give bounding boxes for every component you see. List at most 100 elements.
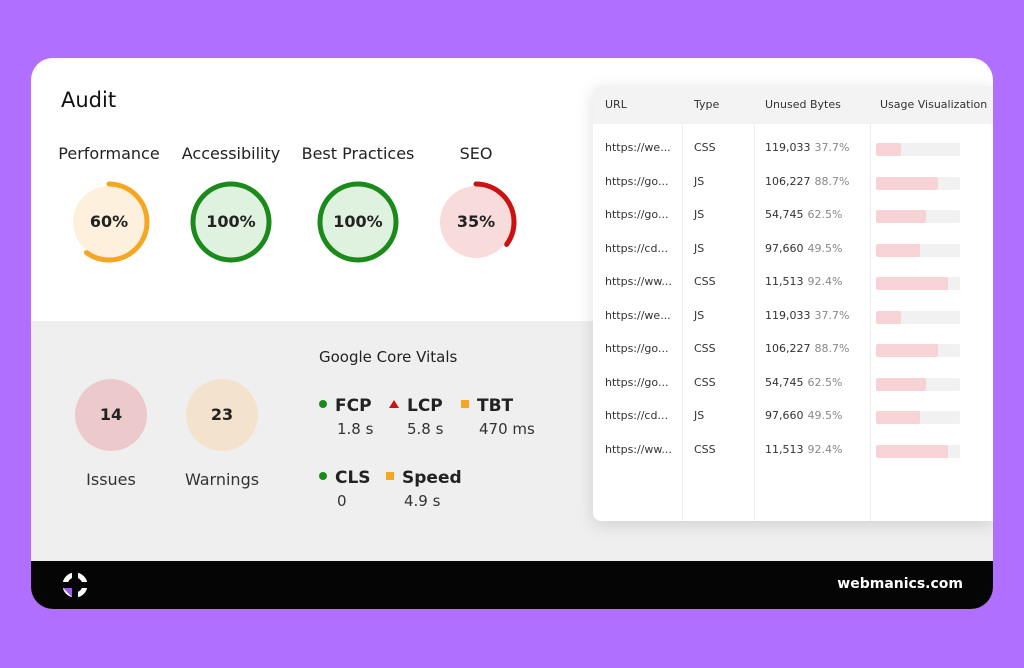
cell-type: JS (694, 409, 705, 422)
usage-bar-fill (876, 244, 920, 257)
cell-bytes: 119,033 37.7% (765, 141, 849, 154)
usage-bar-fill (876, 378, 927, 391)
table-row[interactable]: https://go... JS 54,745 62.5% (593, 198, 993, 231)
cell-bytes: 97,660 49.5% (765, 242, 842, 255)
average-square-icon (386, 472, 394, 480)
cell-type: JS (694, 309, 705, 322)
cell-url[interactable]: https://ww... (605, 443, 672, 456)
cell-url[interactable]: https://go... (605, 342, 669, 355)
vital-lcp: LCP 5.8 s (389, 396, 443, 438)
table-row[interactable]: https://ww... CSS 11,513 92.4% (593, 265, 993, 298)
unused-bytes-table: URL Type Unused Bytes Usage Visualizatio… (593, 86, 993, 521)
gauge-value: 60% (89, 212, 129, 231)
cell-url[interactable]: https://go... (605, 376, 669, 389)
table-row[interactable]: https://cd... JS 97,660 49.5% (593, 232, 993, 265)
usage-bar-fill (876, 210, 927, 223)
page-title: Audit (61, 88, 117, 112)
cell-bytes-value: 54,745 (765, 208, 804, 221)
gauge-ring-graphic (68, 181, 150, 263)
cell-url[interactable]: https://ww... (605, 275, 672, 288)
cell-bytes-percent: 62.5% (807, 208, 843, 221)
warnings-label: Warnings (184, 470, 260, 489)
cell-bytes-percent: 49.5% (807, 409, 843, 422)
gauge-value: 100% (206, 212, 256, 231)
cell-url[interactable]: https://we... (605, 309, 671, 322)
usage-bar-fill (876, 277, 949, 290)
cell-bytes-value: 119,033 (765, 309, 811, 322)
column-divider (682, 124, 683, 521)
column-header-unused-bytes[interactable]: Unused Bytes (765, 98, 841, 111)
table-row[interactable]: https://we... CSS 119,033 37.7% (593, 131, 993, 164)
cell-bytes: 11,513 92.4% (765, 443, 842, 456)
issues-count[interactable]: 14 (75, 379, 147, 451)
usage-bar (876, 210, 960, 223)
usage-bar-fill (876, 411, 920, 424)
vital-value: 4.9 s (404, 492, 441, 510)
vital-name: FCP (335, 396, 372, 416)
vital-value: 0 (337, 492, 347, 510)
cell-bytes-value: 106,227 (765, 175, 811, 188)
table-row[interactable]: https://cd... JS 97,660 49.5% (593, 399, 993, 432)
table-row[interactable]: https://go... JS 106,227 88.7% (593, 165, 993, 198)
vital-value: 470 ms (479, 420, 535, 438)
column-divider (754, 124, 755, 521)
gauge-value: 35% (456, 212, 496, 231)
column-header-type[interactable]: Type (694, 98, 720, 111)
gauge-ring: 100% (313, 177, 403, 267)
usage-bar-fill (876, 177, 939, 190)
cell-url[interactable]: https://cd... (605, 409, 668, 422)
gauge-ring-graphic (190, 181, 272, 263)
table-row[interactable]: https://go... CSS 106,227 88.7% (593, 332, 993, 365)
gauge-seo: SEO 35% (411, 144, 541, 267)
table-header: URL Type Unused Bytes Usage Visualizatio… (593, 86, 993, 124)
cell-bytes-value: 11,513 (765, 443, 804, 456)
column-header-usage[interactable]: Usage Visualization (880, 98, 988, 111)
column-header-url[interactable]: URL (605, 98, 627, 111)
vital-fcp: FCP 1.8 s (319, 396, 373, 438)
cell-url[interactable]: https://go... (605, 175, 669, 188)
gauge-ring-graphic (317, 181, 399, 263)
cell-bytes: 11,513 92.4% (765, 275, 842, 288)
vital-value: 1.8 s (337, 420, 374, 438)
vitals-title: Google Core Vitals (319, 348, 458, 366)
webmanics-logo-icon[interactable] (60, 570, 90, 600)
cell-type: CSS (694, 275, 716, 288)
table-row[interactable]: https://go... CSS 54,745 62.5% (593, 366, 993, 399)
gauge-ring: 60% (64, 177, 154, 267)
vital-speed: Speed 4.9 s (386, 468, 462, 510)
cell-type: JS (694, 175, 705, 188)
cell-type: JS (694, 208, 705, 221)
usage-bar-fill (876, 311, 902, 324)
cell-bytes: 97,660 49.5% (765, 409, 842, 422)
usage-bar (876, 143, 960, 156)
usage-bar (876, 311, 960, 324)
issues-label: Issues (86, 470, 136, 489)
cell-bytes-percent: 49.5% (807, 242, 843, 255)
gauge-value: 100% (333, 212, 383, 231)
cell-url[interactable]: https://we... (605, 141, 671, 154)
gauge-ring-graphic (435, 181, 517, 263)
usage-bar (876, 177, 960, 190)
table-row[interactable]: https://we... JS 119,033 37.7% (593, 299, 993, 332)
cell-url[interactable]: https://go... (605, 208, 669, 221)
gauge-label: SEO (459, 144, 493, 163)
cell-bytes-percent: 88.7% (814, 342, 850, 355)
cell-type: CSS (694, 342, 716, 355)
audit-card: Audit Performance 60% Accessibility 100%… (31, 58, 993, 609)
cell-bytes: 54,745 62.5% (765, 376, 842, 389)
usage-bar-fill (876, 143, 902, 156)
site-url[interactable]: webmanics.com (837, 576, 963, 592)
usage-bar (876, 411, 960, 424)
cell-type: CSS (694, 443, 716, 456)
table-row[interactable]: https://ww... CSS 11,513 92.4% (593, 433, 993, 466)
cell-url[interactable]: https://cd... (605, 242, 668, 255)
cell-type: JS (694, 242, 705, 255)
gauge-best-practices: Best Practices 100% (293, 144, 423, 267)
cell-bytes: 106,227 88.7% (765, 342, 849, 355)
vital-name: TBT (477, 396, 514, 416)
poor-triangle-icon (389, 400, 399, 408)
vital-tbt: TBT 470 ms (461, 396, 535, 438)
usage-bar (876, 445, 960, 458)
warnings-count[interactable]: 23 (186, 379, 258, 451)
cell-bytes: 106,227 88.7% (765, 175, 849, 188)
